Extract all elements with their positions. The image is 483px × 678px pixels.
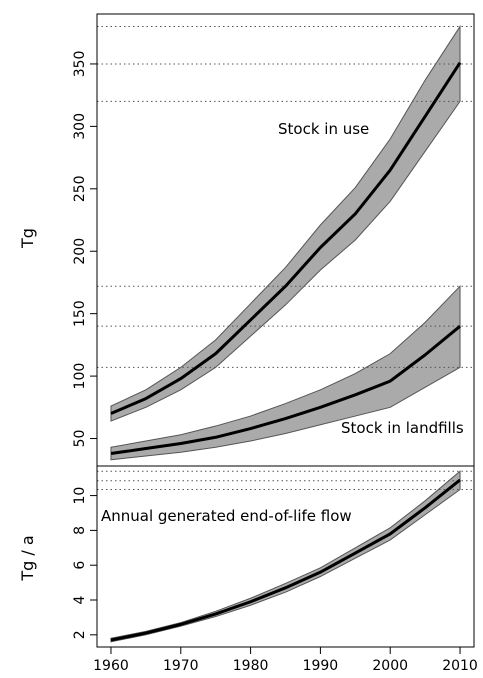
mean-line-stock-in-landfills xyxy=(110,324,461,455)
y-tick-label: 250 xyxy=(72,175,88,202)
band-stock-in-use xyxy=(110,24,461,422)
uncertainty-bands xyxy=(110,24,461,461)
annotation-stock-in-landfills: Stock in landfills xyxy=(341,419,464,437)
y-tick-label: 100 xyxy=(72,363,88,390)
y-tick-label: 4 xyxy=(72,595,88,604)
reference-lines xyxy=(97,25,474,368)
panel-flow: 2 4 6 8 10 1960 1970 1980 1990 2000 2010 Annual g… xyxy=(18,465,478,674)
y-tick-label: 8 xyxy=(72,526,88,535)
y-axis: 2 4 6 8 10 xyxy=(72,487,98,639)
reference-lines xyxy=(97,470,474,490)
x-tick-label: 2000 xyxy=(372,658,408,674)
y-tick-label: 50 xyxy=(72,430,88,448)
x-tick-label: 1970 xyxy=(163,658,199,674)
y-tick-label: 200 xyxy=(72,238,88,265)
plot-frame xyxy=(96,465,475,648)
y-tick-label: 300 xyxy=(72,113,88,140)
y-tick-label: 350 xyxy=(72,51,88,78)
y-axis: 50 100 150 200 250 300 350 xyxy=(72,51,98,448)
annotation-flow: Annual generated end-of-life flow xyxy=(101,507,352,525)
uncertainty-bands xyxy=(110,470,461,643)
mean-lines xyxy=(110,61,462,455)
x-tick-label: 2010 xyxy=(442,658,478,674)
band-stock-in-landfills xyxy=(110,284,461,461)
panel-stocks: 50 100 150 200 250 300 350 Stock in use Stock … xyxy=(18,13,475,467)
annotation-stock-in-use: Stock in use xyxy=(278,120,369,138)
y-tick-label: 10 xyxy=(72,487,88,505)
y-axis-title: Tg / a xyxy=(18,535,37,581)
mean-line-stock-in-use xyxy=(110,61,462,415)
y-tick-label: 2 xyxy=(72,630,88,639)
x-tick-label: 1960 xyxy=(93,658,129,674)
x-tick-label: 1980 xyxy=(233,658,269,674)
mean-line-annual-generated-end-of-life-flow xyxy=(110,478,461,642)
x-axis: 1960 1970 1980 1990 2000 2010 xyxy=(93,646,478,674)
mean-lines xyxy=(110,478,461,642)
y-axis-title: Tg xyxy=(18,228,37,249)
band-annual-generated-end-of-life-flow xyxy=(110,470,461,643)
x-tick-label: 1990 xyxy=(303,658,339,674)
y-tick-label: 150 xyxy=(72,300,88,327)
y-tick-label: 6 xyxy=(72,561,88,570)
